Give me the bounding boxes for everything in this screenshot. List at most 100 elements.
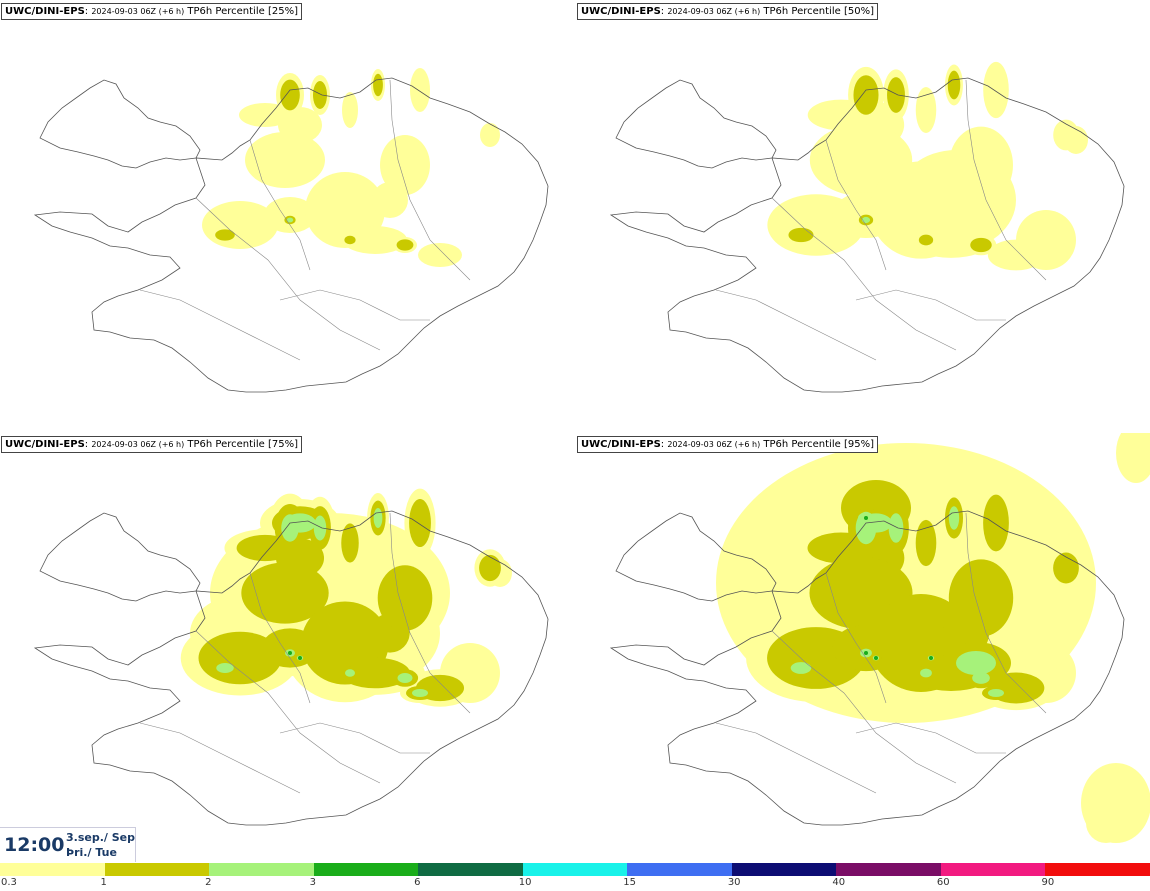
precip-area bbox=[396, 239, 414, 251]
precip-area bbox=[410, 68, 430, 112]
precipitation-map bbox=[33, 68, 549, 393]
region-boundary bbox=[715, 722, 877, 794]
legend-tick-label: 40 bbox=[832, 877, 846, 888]
run-date: 2024-09-03 06Z (+6 h) bbox=[667, 7, 761, 16]
coastline bbox=[39, 512, 201, 602]
precipitation-map bbox=[33, 488, 549, 826]
title-separator: : bbox=[84, 6, 89, 17]
precip-area bbox=[948, 559, 1014, 637]
precip-area bbox=[340, 657, 410, 689]
precip-area bbox=[853, 75, 879, 115]
map-panel: UWC/DINI-EPS: 2024-09-03 06Z (+6 h) TP6h… bbox=[576, 0, 1150, 430]
map-panel: UWC/DINI-EPS: 2024-09-03 06Z (+6 h) TP6h… bbox=[576, 433, 1150, 863]
precip-area bbox=[241, 562, 329, 624]
precip-area bbox=[983, 61, 1009, 119]
precip-area bbox=[790, 662, 812, 674]
valid-day: Þri./ Tue bbox=[66, 846, 117, 859]
legend-swatch bbox=[940, 863, 1046, 876]
precip-area bbox=[1064, 126, 1088, 154]
region-boundary bbox=[249, 139, 311, 271]
precip-area bbox=[874, 656, 878, 660]
precip-area bbox=[377, 565, 433, 631]
field-name: TP6h Percentile [25%] bbox=[187, 6, 298, 17]
precip-area bbox=[284, 513, 316, 533]
precipitation-map bbox=[609, 61, 1125, 393]
region-boundary bbox=[965, 512, 1047, 714]
legend-swatch bbox=[731, 863, 837, 876]
legend-swatch bbox=[104, 863, 210, 876]
valid-date: 3.sep./ Sep bbox=[66, 831, 135, 844]
legend-tick-label: 30 bbox=[727, 877, 741, 888]
title-separator: : bbox=[660, 6, 665, 17]
precip-area bbox=[418, 243, 462, 267]
region-boundary bbox=[855, 289, 1006, 321]
region-boundary bbox=[715, 289, 877, 361]
map-panel: UWC/DINI-EPS: 2024-09-03 06Z (+6 h) TP6h… bbox=[0, 433, 574, 863]
coastline bbox=[615, 512, 777, 602]
legend-tick-label: 60 bbox=[936, 877, 950, 888]
legend-tick-label: 1 bbox=[100, 877, 107, 888]
region-boundary bbox=[139, 289, 301, 361]
precip-area bbox=[245, 132, 325, 188]
legend-swatch bbox=[209, 863, 315, 876]
precipitation-legend: 0.3 1 2 3 6 10 15 30 40 60 90 bbox=[0, 862, 1150, 891]
valid-time-box: 12:00 3.sep./ Sep Þri./ Tue bbox=[0, 827, 136, 862]
legend-tick-label: 3 bbox=[309, 877, 316, 888]
precip-area bbox=[409, 498, 431, 548]
coastline bbox=[39, 79, 201, 169]
precip-area bbox=[373, 508, 383, 528]
region-boundary bbox=[965, 79, 1047, 281]
legend-tick-label: 2 bbox=[205, 877, 212, 888]
precip-area bbox=[380, 135, 430, 195]
precip-area bbox=[1116, 433, 1150, 483]
precip-area bbox=[1086, 803, 1126, 843]
precip-area bbox=[1016, 210, 1076, 270]
precipitation-map bbox=[609, 433, 1150, 843]
precip-area bbox=[412, 689, 428, 697]
title-separator: : bbox=[84, 439, 89, 450]
legend-tick-label: 10 bbox=[518, 877, 532, 888]
field-name: TP6h Percentile [95%] bbox=[763, 439, 874, 450]
region-boundary bbox=[249, 572, 311, 704]
run-date: 2024-09-03 06Z (+6 h) bbox=[667, 440, 761, 449]
coastline bbox=[33, 510, 549, 826]
precip-area bbox=[888, 513, 904, 543]
precip-area bbox=[373, 73, 383, 97]
precip-area bbox=[864, 651, 868, 655]
region-boundary bbox=[855, 722, 1006, 754]
coastline bbox=[609, 77, 1125, 393]
region-boundary bbox=[389, 512, 471, 714]
precip-area bbox=[788, 227, 814, 243]
precip-area bbox=[887, 77, 905, 113]
legend-swatch bbox=[418, 863, 524, 876]
precip-area bbox=[280, 79, 300, 111]
coastline bbox=[33, 77, 549, 393]
precip-area bbox=[344, 235, 356, 245]
region-boundary bbox=[279, 722, 430, 754]
precip-area bbox=[341, 523, 359, 563]
field-name: TP6h Percentile [50%] bbox=[763, 6, 874, 17]
precip-area bbox=[947, 70, 961, 100]
region-boundary bbox=[771, 630, 957, 784]
model-name: UWC/DINI-EPS bbox=[5, 439, 85, 450]
precip-area bbox=[915, 519, 937, 567]
valid-time: 12:00 bbox=[4, 834, 65, 856]
precip-area bbox=[480, 123, 500, 147]
precip-area bbox=[864, 516, 868, 520]
legend-tick-label: 15 bbox=[623, 877, 636, 888]
panel-title: UWC/DINI-EPS: 2024-09-03 06Z (+6 h) TP6h… bbox=[577, 3, 878, 20]
precip-area bbox=[239, 103, 291, 127]
legend-swatch bbox=[313, 863, 419, 876]
region-boundary bbox=[279, 289, 430, 321]
precip-area bbox=[397, 673, 413, 683]
precip-area bbox=[861, 216, 871, 224]
precip-area bbox=[342, 92, 358, 128]
model-name: UWC/DINI-EPS bbox=[581, 439, 661, 450]
coastline bbox=[615, 79, 777, 169]
precip-area bbox=[929, 656, 933, 660]
region-boundary bbox=[139, 722, 301, 794]
precip-area bbox=[896, 150, 1016, 250]
precip-area bbox=[313, 515, 327, 541]
region-boundary bbox=[195, 630, 381, 784]
legend-swatch bbox=[522, 863, 628, 876]
